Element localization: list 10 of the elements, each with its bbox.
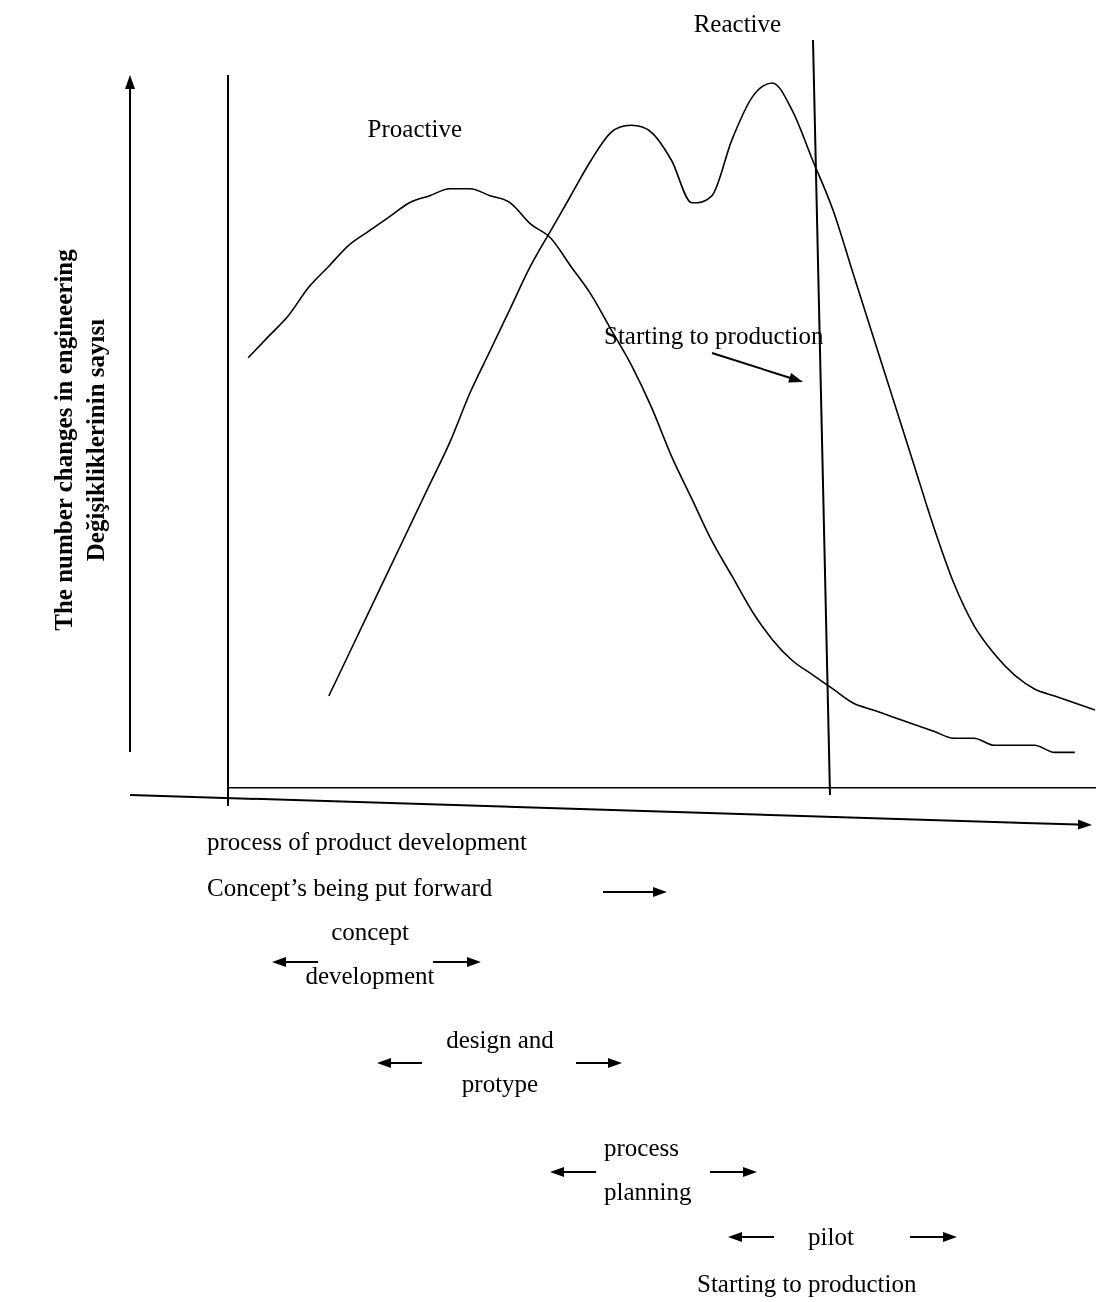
text: process planning <box>604 1133 693 1207</box>
text: Starting to production <box>697 1269 917 1299</box>
text: Concept’s being put forward <box>207 873 493 903</box>
y-axis-title: The number changes in engineering Değişikliklerinin sayısı <box>49 248 110 633</box>
text: design and protype <box>445 1025 555 1099</box>
text: pilot <box>808 1222 854 1252</box>
text: process of product development <box>207 827 528 857</box>
series-label: Proactive <box>367 115 462 143</box>
text: concept development <box>304 917 436 991</box>
series-label: Reactive <box>693 9 782 37</box>
